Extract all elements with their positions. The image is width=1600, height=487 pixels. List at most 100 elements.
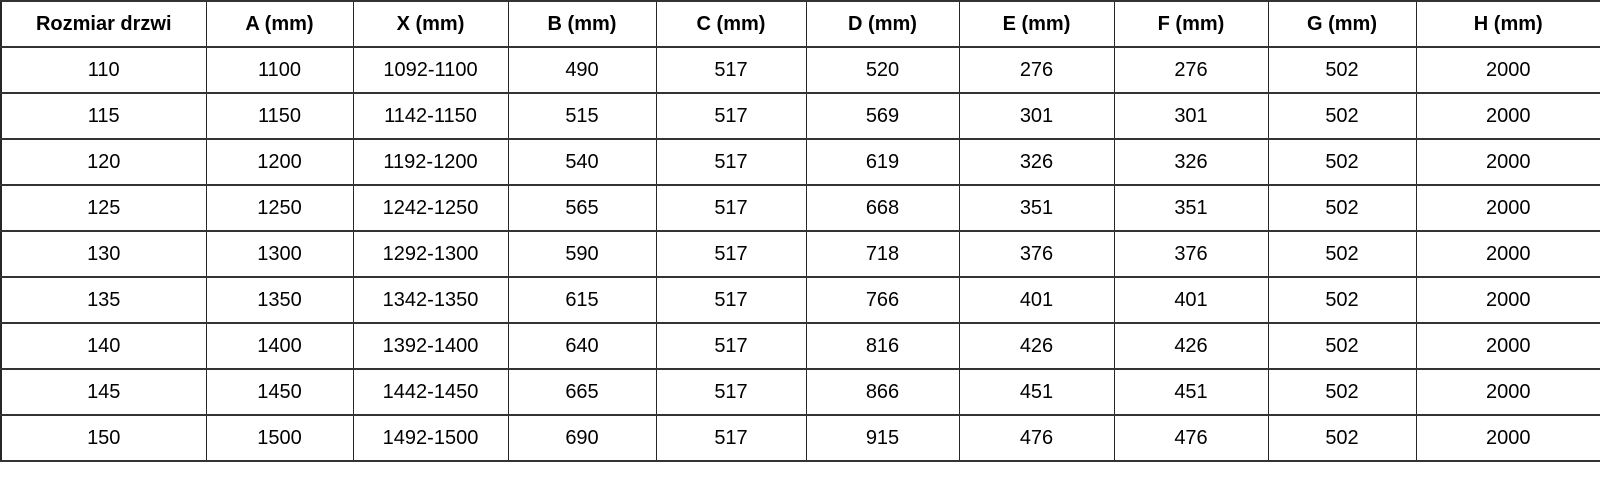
- table-row: 140 1400 1392-1400 640 517 816 426 426 502 2000: [0, 322, 1600, 370]
- table-cell: 1500: [205, 414, 354, 462]
- door-size-table: Rozmiar drzwi A (mm) X (mm) B (mm) C (mm) D (…: [0, 0, 1600, 462]
- table-cell: 502: [1267, 414, 1417, 462]
- table-cell: 276: [958, 46, 1115, 94]
- table-cell: 351: [1113, 184, 1269, 232]
- header-cell: B (mm): [507, 0, 657, 48]
- table-cell: 1092-1100: [352, 46, 509, 94]
- header-cell: D (mm): [805, 0, 960, 48]
- table-cell: 451: [1113, 368, 1269, 416]
- table-cell: 565: [507, 184, 657, 232]
- table-cell: 2000: [1415, 276, 1600, 324]
- table-cell: 451: [958, 368, 1115, 416]
- table-cell: 376: [1113, 230, 1269, 278]
- table-cell: 1292-1300: [352, 230, 509, 278]
- table-cell: 2000: [1415, 230, 1600, 278]
- table-cell: 1250: [205, 184, 354, 232]
- table-body: 110 1100 1092-1100 490 517 520 276 276 502 2000 11…: [0, 46, 1600, 462]
- table-row: 115 1150 1142-1150 515 517 569 301 301 502 2000: [0, 92, 1600, 140]
- table-cell: 426: [958, 322, 1115, 370]
- header-cell: X (mm): [352, 0, 509, 48]
- table-cell: 1242-1250: [352, 184, 509, 232]
- table-cell: 376: [958, 230, 1115, 278]
- table-cell: 502: [1267, 184, 1417, 232]
- table-cell: 1392-1400: [352, 322, 509, 370]
- table-cell: 130: [0, 230, 207, 278]
- table-cell: 665: [507, 368, 657, 416]
- table-cell: 120: [0, 138, 207, 186]
- header-cell: H (mm): [1415, 0, 1600, 48]
- table-cell: 520: [805, 46, 960, 94]
- table-cell: 1100: [205, 46, 354, 94]
- header-cell: C (mm): [655, 0, 807, 48]
- table-cell: 502: [1267, 138, 1417, 186]
- table-cell: 502: [1267, 368, 1417, 416]
- table-cell: 615: [507, 276, 657, 324]
- table-row: 135 1350 1342-1350 615 517 766 401 401 502 2000: [0, 276, 1600, 324]
- table-cell: 301: [1113, 92, 1269, 140]
- table-cell: 515: [507, 92, 657, 140]
- table-cell: 1192-1200: [352, 138, 509, 186]
- table-row: 120 1200 1192-1200 540 517 619 326 326 502 2000: [0, 138, 1600, 186]
- table-cell: 125: [0, 184, 207, 232]
- table-cell: 401: [958, 276, 1115, 324]
- table-cell: 640: [507, 322, 657, 370]
- table-cell: 502: [1267, 92, 1417, 140]
- table-row: 150 1500 1492-1500 690 517 915 476 476 502 2000: [0, 414, 1600, 462]
- table-cell: 517: [655, 414, 807, 462]
- header-row: Rozmiar drzwi A (mm) X (mm) B (mm) C (mm) D (…: [0, 0, 1600, 48]
- table-cell: 1300: [205, 230, 354, 278]
- table-cell: 619: [805, 138, 960, 186]
- table-cell: 115: [0, 92, 207, 140]
- table-header: Rozmiar drzwi A (mm) X (mm) B (mm) C (mm) D (…: [0, 0, 1600, 48]
- table-cell: 2000: [1415, 138, 1600, 186]
- header-cell: A (mm): [205, 0, 354, 48]
- table-cell: 502: [1267, 46, 1417, 94]
- table-cell: 540: [507, 138, 657, 186]
- table-cell: 517: [655, 138, 807, 186]
- table-cell: 517: [655, 46, 807, 94]
- table-cell: 476: [1113, 414, 1269, 462]
- header-cell: E (mm): [958, 0, 1115, 48]
- table-cell: 490: [507, 46, 657, 94]
- table-cell: 690: [507, 414, 657, 462]
- table-cell: 915: [805, 414, 960, 462]
- table-cell: 517: [655, 322, 807, 370]
- table-cell: 2000: [1415, 322, 1600, 370]
- table-cell: 668: [805, 184, 960, 232]
- table-cell: 145: [0, 368, 207, 416]
- table-cell: 718: [805, 230, 960, 278]
- table-cell: 1442-1450: [352, 368, 509, 416]
- table-cell: 2000: [1415, 414, 1600, 462]
- table-cell: 1142-1150: [352, 92, 509, 140]
- table-row: 110 1100 1092-1100 490 517 520 276 276 502 2000: [0, 46, 1600, 94]
- table-cell: 590: [507, 230, 657, 278]
- table-cell: 502: [1267, 276, 1417, 324]
- table-cell: 502: [1267, 322, 1417, 370]
- table-cell: 150: [0, 414, 207, 462]
- table-row: 130 1300 1292-1300 590 517 718 376 376 502 2000: [0, 230, 1600, 278]
- table-cell: 1450: [205, 368, 354, 416]
- table-cell: 2000: [1415, 92, 1600, 140]
- table-cell: 401: [1113, 276, 1269, 324]
- table-cell: 2000: [1415, 46, 1600, 94]
- table-cell: 2000: [1415, 184, 1600, 232]
- table-cell: 1150: [205, 92, 354, 140]
- table-cell: 135: [0, 276, 207, 324]
- table-row: 145 1450 1442-1450 665 517 866 451 451 502 2000: [0, 368, 1600, 416]
- table-cell: 517: [655, 184, 807, 232]
- table-cell: 1200: [205, 138, 354, 186]
- table-cell: 1492-1500: [352, 414, 509, 462]
- table-cell: 326: [1113, 138, 1269, 186]
- table-cell: 476: [958, 414, 1115, 462]
- table-cell: 502: [1267, 230, 1417, 278]
- table-cell: 766: [805, 276, 960, 324]
- table-row: 125 1250 1242-1250 565 517 668 351 351 502 2000: [0, 184, 1600, 232]
- header-cell: G (mm): [1267, 0, 1417, 48]
- table-cell: 569: [805, 92, 960, 140]
- table-cell: 140: [0, 322, 207, 370]
- table-cell: 110: [0, 46, 207, 94]
- table-cell: 2000: [1415, 368, 1600, 416]
- table-cell: 866: [805, 368, 960, 416]
- table-cell: 351: [958, 184, 1115, 232]
- header-cell: Rozmiar drzwi: [0, 0, 207, 48]
